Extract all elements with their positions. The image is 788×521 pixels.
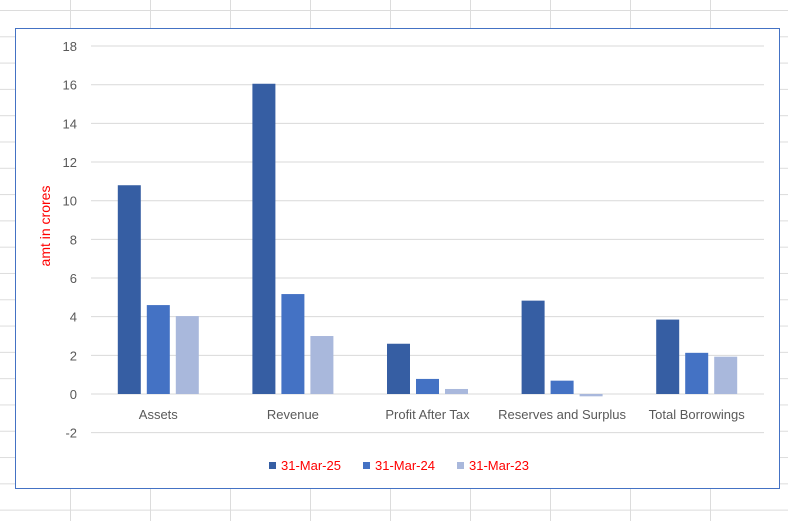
bar-31-mar-25: [521, 300, 545, 394]
legend-swatch: [363, 462, 370, 469]
x-category-label: Revenue: [267, 407, 319, 422]
y-tick-label: 18: [63, 39, 77, 54]
chart-area[interactable]: -2 0 2 4 6 8 10 12 14 16 18 Assets Revenue Profit Aft…: [15, 28, 780, 489]
y-tick-label: -2: [65, 426, 77, 441]
legend-label: 31-Mar-23: [469, 458, 529, 473]
x-category-label: Reserves and Surplus: [498, 407, 626, 422]
bar-31-mar-25: [656, 319, 680, 394]
bar-31-mar-23: [714, 356, 738, 394]
bar-31-mar-23: [175, 316, 199, 394]
y-axis-title: amt in crores: [37, 186, 53, 267]
bar-chart: -2 0 2 4 6 8 10 12 14 16 18 Assets Revenue Profit Aft…: [37, 39, 764, 473]
bar-31-mar-24: [685, 352, 709, 394]
legend-label: 31-Mar-25: [281, 458, 341, 473]
y-tick-label: 16: [63, 78, 77, 93]
legend-label: 31-Mar-24: [375, 458, 435, 473]
bar-31-mar-23: [310, 336, 334, 394]
y-tick-label: 0: [70, 387, 77, 402]
y-tick-label: 8: [70, 232, 77, 247]
bar-31-mar-24: [281, 294, 305, 394]
legend-swatch: [457, 462, 464, 469]
y-tick-label: 10: [63, 194, 77, 209]
x-category-label: Total Borrowings: [649, 407, 746, 422]
x-category-label: Profit After Tax: [385, 407, 470, 422]
x-category-label: Assets: [139, 407, 179, 422]
bar-31-mar-23: [579, 394, 603, 397]
y-tick-label: 6: [70, 271, 77, 286]
bar-31-mar-24: [550, 380, 574, 394]
bar-31-mar-24: [416, 378, 439, 394]
y-tick-label: 14: [63, 116, 77, 131]
y-tick-label: 4: [70, 310, 77, 325]
bar-31-mar-25: [252, 83, 276, 394]
y-tick-label: 12: [63, 155, 77, 170]
y-tick-label: 2: [70, 348, 77, 363]
bar-31-mar-24: [146, 305, 170, 394]
bar-31-mar-23: [445, 388, 468, 394]
bar-31-mar-25: [117, 185, 141, 394]
legend-swatch: [269, 462, 276, 469]
bar-31-mar-25: [387, 343, 410, 394]
